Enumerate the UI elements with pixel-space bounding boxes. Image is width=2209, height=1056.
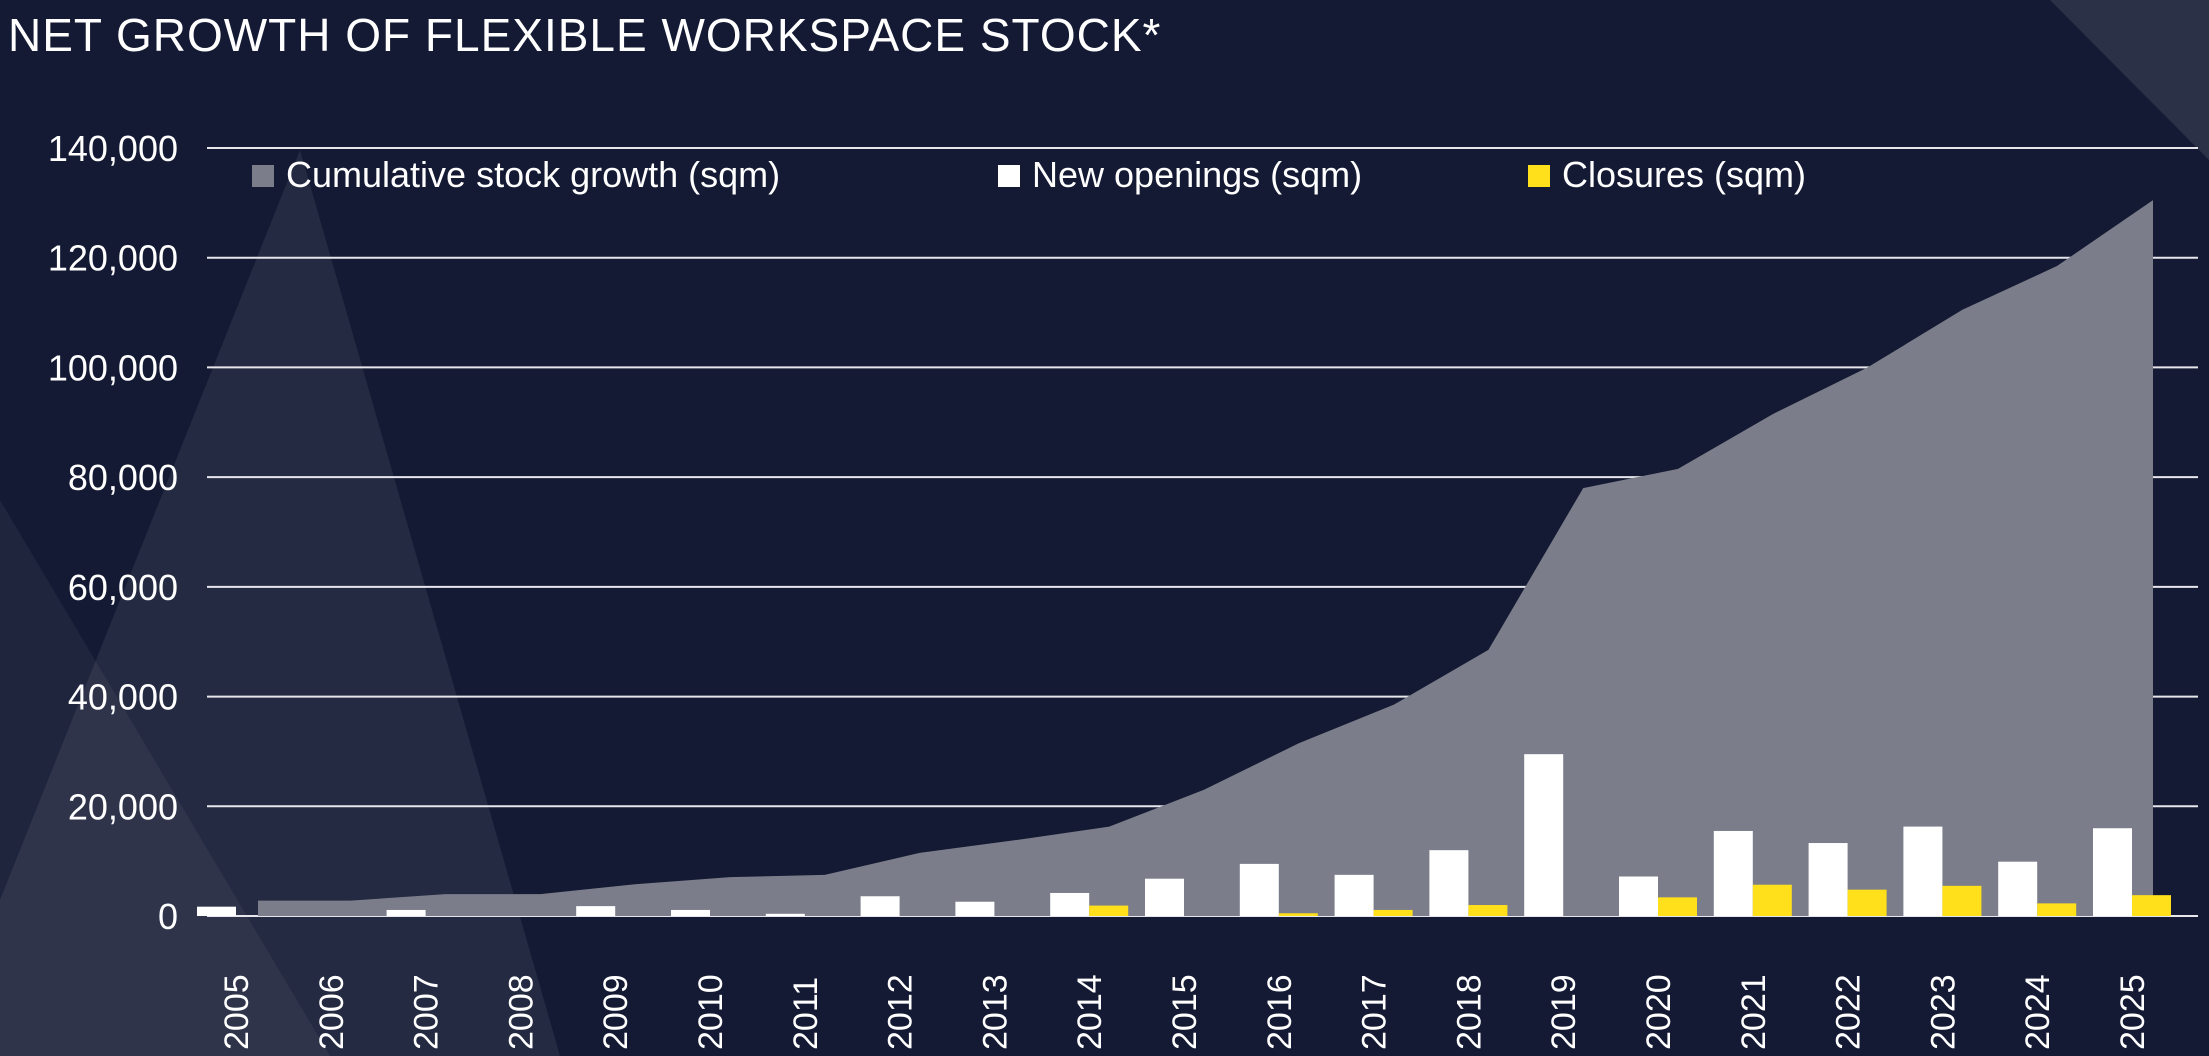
legend-swatch-1	[998, 165, 1020, 187]
bar-new-openings-2016	[1239, 863, 1279, 916]
x-tick-label: 2009	[597, 974, 635, 1050]
bar-closures-2025	[2132, 895, 2171, 916]
x-tick-group: 2021	[1735, 974, 1773, 1050]
chart-title: NET GROWTH OF FLEXIBLE WORKSPACE STOCK*	[8, 9, 1162, 61]
y-tick-label: 140,000	[48, 128, 178, 169]
bar-new-openings-2018	[1429, 850, 1469, 916]
x-tick-group: 2022	[1830, 974, 1868, 1050]
x-tick-group: 2020	[1640, 974, 1678, 1050]
y-tick-label: 20,000	[68, 786, 178, 827]
bar-new-openings-2019	[1524, 754, 1564, 916]
x-tick-group: 2019	[1545, 974, 1583, 1050]
legend-label-2: Closures (sqm)	[1562, 154, 1806, 195]
x-tick-label: 2019	[1545, 974, 1583, 1050]
x-tick-group: 2018	[1450, 974, 1488, 1050]
x-tick-group: 2013	[976, 974, 1014, 1050]
x-tick-group: 2024	[2019, 974, 2057, 1050]
x-tick-group: 2025	[2114, 974, 2152, 1050]
x-tick-group: 2010	[692, 974, 730, 1050]
bar-closures-2017	[1373, 909, 1413, 916]
x-tick-label: 2006	[313, 974, 351, 1050]
bar-closures-2016	[1278, 913, 1318, 916]
bar-closures-2014	[1089, 905, 1129, 916]
x-tick-group: 2017	[1356, 974, 1394, 1050]
y-axis: 0 20,000 40,000 60,000 80,000 100,000 120,000 1…	[48, 128, 178, 937]
bar-new-openings-2012	[860, 896, 900, 916]
bar-new-openings-2024	[1998, 861, 2038, 916]
bar-closures-2020	[1658, 897, 1697, 916]
x-tick-label: 2007	[408, 974, 446, 1050]
bar-new-openings-2021	[1713, 830, 1753, 916]
cumulative-area	[258, 200, 2153, 917]
x-tick-group: 2011	[787, 977, 825, 1050]
y-tick-label: 60,000	[68, 567, 178, 608]
bar-new-openings-2009	[576, 906, 616, 916]
x-tick-group: 2014	[1071, 974, 1109, 1050]
legend-swatch-2	[1528, 165, 1550, 187]
x-tick-label: 2011	[787, 977, 825, 1050]
bars-layer	[197, 754, 2171, 916]
x-tick-label: 2014	[1071, 974, 1109, 1050]
bar-new-openings-2013	[955, 901, 995, 916]
bar-closures-2018	[1468, 905, 1508, 916]
bar-closures-2021	[1752, 884, 1792, 916]
bar-new-openings-2020	[1619, 876, 1658, 916]
bar-new-openings-2017	[1334, 874, 1374, 916]
bar-closures-2024	[2037, 903, 2077, 916]
x-tick-group: 2023	[1924, 974, 1962, 1050]
bar-new-openings-2023	[1903, 826, 1943, 916]
bar-new-openings-2011	[765, 913, 805, 916]
x-tick-label: 2015	[1166, 974, 1204, 1050]
bar-closures-2022	[1847, 889, 1887, 916]
x-tick-group: 2006	[313, 974, 351, 1050]
x-tick-label: 2013	[976, 974, 1014, 1050]
x-tick-label: 2022	[1830, 974, 1868, 1050]
bar-new-openings-2010	[671, 909, 710, 916]
bar-new-openings-2007	[386, 909, 426, 916]
bar-new-openings-2015	[1145, 878, 1184, 916]
bar-new-openings-2025	[2093, 828, 2132, 916]
x-tick-label: 2012	[882, 974, 920, 1050]
cumulative-area-layer	[258, 200, 2153, 917]
x-tick-label: 2017	[1356, 974, 1394, 1050]
bar-new-openings-2005	[197, 906, 236, 916]
x-tick-group: 2012	[882, 974, 920, 1050]
legend: Cumulative stock growth (sqm) New opening…	[252, 154, 1806, 195]
x-tick-group: 2008	[502, 974, 540, 1050]
bar-new-openings-2022	[1808, 843, 1848, 916]
y-tick-label: 80,000	[68, 457, 178, 498]
x-tick-group: 2015	[1166, 974, 1204, 1050]
legend-label-1: New openings (sqm)	[1032, 154, 1362, 195]
legend-swatch-0	[252, 165, 274, 187]
x-tick-label: 2020	[1640, 974, 1678, 1050]
bar-closures-2023	[1942, 885, 1982, 916]
x-tick-group: 2007	[408, 974, 446, 1050]
x-tick-label: 2023	[1924, 974, 1962, 1050]
x-tick-label: 2018	[1450, 974, 1488, 1050]
x-tick-group: 2009	[597, 974, 635, 1050]
x-tick-label: 2021	[1735, 974, 1773, 1050]
x-tick-label: 2010	[692, 974, 730, 1050]
y-tick-label: 100,000	[48, 347, 178, 388]
x-tick-label: 2025	[2114, 974, 2152, 1050]
x-tick-label: 2005	[218, 974, 256, 1050]
y-tick-label: 120,000	[48, 238, 178, 279]
x-tick-group: 2016	[1261, 974, 1299, 1050]
x-tick-label: 2024	[2019, 974, 2057, 1050]
legend-label-0: Cumulative stock growth (sqm)	[286, 154, 780, 195]
x-tick-group: 2005	[218, 974, 256, 1050]
x-tick-label: 2016	[1261, 974, 1299, 1050]
x-axis: 2005 2006 2007 2008 2009 2010 2011 2012 2013 2014…	[218, 974, 2152, 1050]
bar-new-openings-2014	[1050, 892, 1090, 916]
y-tick-label: 40,000	[68, 677, 178, 718]
y-tick-label: 0	[158, 896, 178, 937]
x-tick-label: 2008	[502, 974, 540, 1050]
